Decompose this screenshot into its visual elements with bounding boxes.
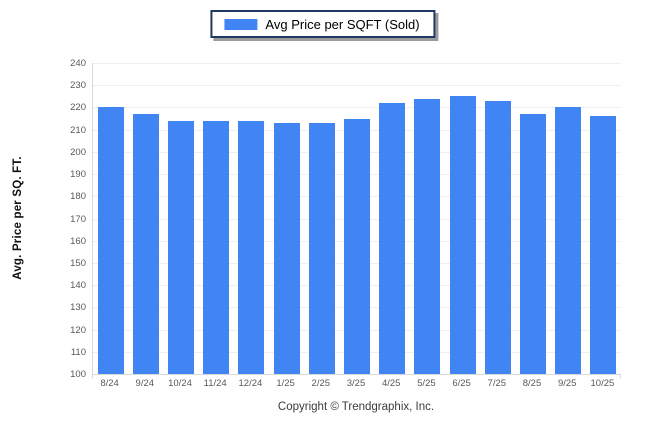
x-tick-label: 2/25 [311, 378, 331, 389]
bar [555, 107, 582, 374]
bar [97, 107, 124, 374]
y-tick-label: 180 [70, 191, 86, 203]
y-tick-label: 210 [70, 124, 86, 136]
x-tick-label: 9/24 [135, 378, 155, 389]
plot-area [92, 63, 621, 375]
x-tick-label: 10/24 [168, 378, 192, 389]
bar [449, 96, 476, 374]
y-tick-label: 200 [70, 146, 86, 158]
x-tick-label: 10/25 [590, 378, 615, 389]
x-tick-label: 4/25 [381, 378, 401, 389]
x-tick-label: 9/25 [557, 378, 577, 389]
x-tick-label: 12/24 [238, 378, 263, 389]
x-axis-end-tick [92, 374, 93, 378]
y-tick-label: 110 [70, 346, 86, 358]
y-tick-label: 140 [70, 280, 86, 292]
bar [273, 122, 300, 374]
y-axis-title: Avg. Price per SQ. FT. [12, 156, 24, 280]
y-tick-label: 100 [70, 369, 86, 380]
legend: Avg Price per SQFT (Sold) [210, 10, 436, 38]
bar [238, 120, 265, 374]
bar [344, 118, 370, 374]
x-tick-label: 3/25 [346, 378, 366, 389]
legend-label: Avg Price per SQFT (Sold) [265, 16, 420, 32]
y-tick-label: 160 [70, 235, 86, 247]
gridline [93, 85, 621, 87]
y-tick-label: 150 [70, 257, 86, 269]
y-tick-label: 220 [70, 102, 86, 114]
x-tick-label: 1/25 [276, 378, 295, 389]
x-tick-label: 11/24 [203, 378, 227, 389]
x-tick-label: 7/25 [487, 378, 507, 389]
gridline [93, 107, 621, 109]
y-tick-label: 240 [70, 58, 86, 69]
bar [308, 122, 335, 374]
bar [520, 114, 546, 374]
bar [168, 120, 194, 374]
copyright-text: Copyright © Trendgraphix, Inc. [277, 401, 435, 413]
y-tick-label: 170 [70, 213, 86, 225]
bar [590, 116, 617, 374]
y-tick-label: 230 [70, 80, 86, 92]
x-axis-end-tick [620, 374, 621, 378]
x-tick-label: 5/25 [417, 378, 436, 389]
x-tick-label: 6/25 [452, 378, 471, 389]
bar [203, 120, 230, 374]
y-tick-label: 120 [70, 324, 86, 336]
gridline [93, 63, 621, 64]
y-tick-label: 130 [70, 302, 86, 314]
bar [132, 114, 159, 374]
x-tick-label: 8/24 [100, 378, 119, 389]
y-tick-label: 190 [70, 169, 86, 181]
x-tick-label: 8/25 [522, 378, 542, 389]
bar [484, 100, 511, 374]
bar [379, 103, 406, 374]
bar [414, 98, 441, 374]
legend-swatch-icon [224, 18, 258, 30]
